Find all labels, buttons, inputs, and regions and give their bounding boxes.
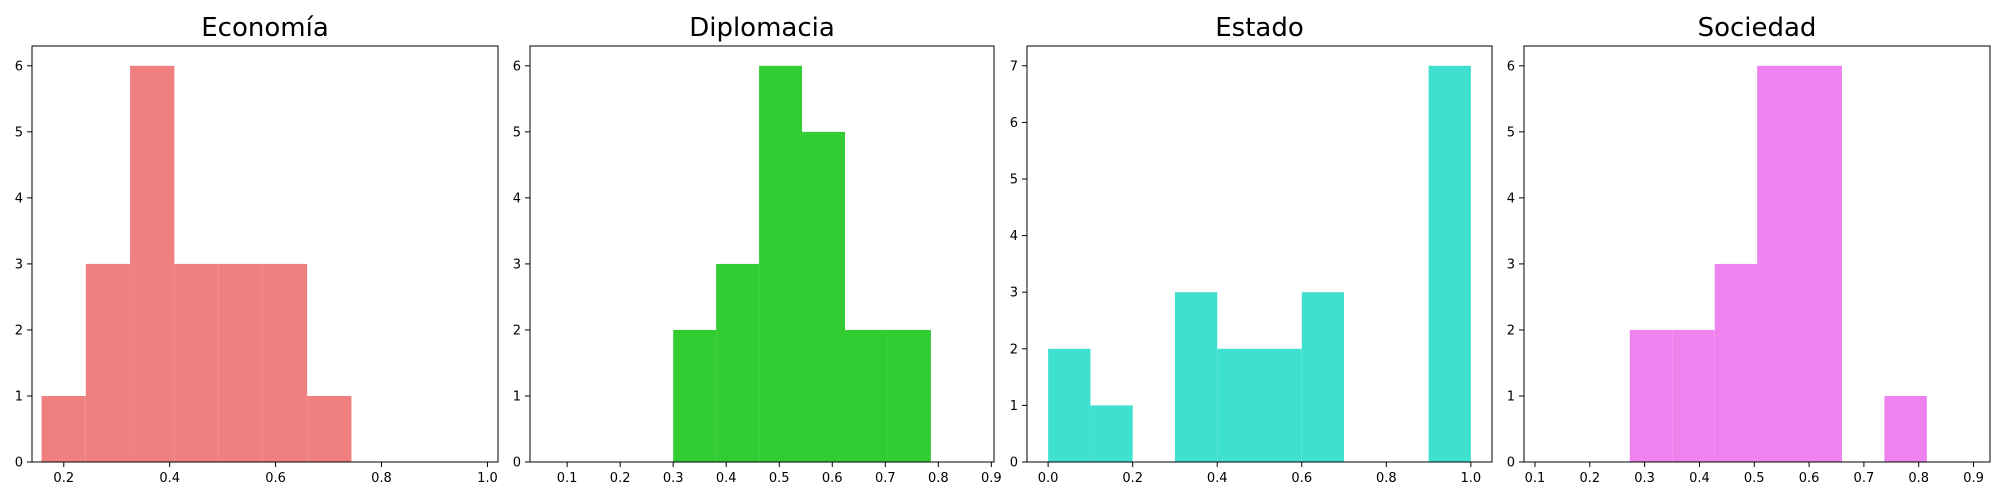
histogram-bar: [1301, 292, 1345, 462]
x-tick-label: 0.2: [1579, 471, 1600, 486]
y-tick-label: 4: [1507, 191, 1515, 206]
y-tick-label: 5: [513, 125, 521, 140]
x-tick-label: 1.0: [1461, 471, 1482, 486]
histogram-bar: [1048, 348, 1091, 462]
axes-frame: [1523, 45, 1991, 463]
x-tick-label: 0.6: [822, 471, 843, 486]
y-tick-label: 1: [1507, 389, 1515, 404]
histogram-bar: [844, 329, 888, 462]
y-tick-label: 0: [1507, 456, 1515, 471]
histogram-panel: 0.1 0.2 0.3 0.4 0.5 0.6 0.7 0.8 0.9 0 1 2 3 4 5 6 Diplom…: [513, 13, 1002, 486]
x-tick-label: 0.6: [1799, 471, 1820, 486]
axes-frame: [31, 45, 499, 463]
x-tick-label: 0.4: [159, 471, 180, 486]
y-tick-label: 6: [513, 59, 521, 74]
x-tick-label: 0.9: [981, 471, 1002, 486]
x-tick-label: 0.6: [265, 471, 286, 486]
x-tick-label: 0.5: [769, 471, 790, 486]
y-tick-label: 5: [1010, 173, 1018, 188]
histogram-bar: [1428, 65, 1471, 463]
y-tick-label: 4: [513, 191, 521, 206]
histogram-bar: [1799, 65, 1842, 463]
chart-title: Sociedad: [1698, 13, 1817, 43]
histogram-bar: [174, 263, 219, 462]
histogram-bar: [307, 395, 352, 462]
y-tick-label: 7: [1010, 59, 1018, 74]
x-tick-label: 0.5: [1744, 471, 1765, 486]
histogram-bar: [716, 263, 760, 462]
histogram-bar: [85, 263, 131, 462]
histogram-panel: 0.1 0.2 0.3 0.4 0.5 0.6 0.7 0.8 0.9 0 1 2 3 4 5 6 Socied…: [1507, 13, 1991, 486]
y-tick-label: 1: [15, 389, 23, 404]
histogram-bar: [1090, 405, 1133, 462]
y-tick-label: 5: [15, 125, 23, 140]
y-tick-label: 0: [15, 456, 23, 471]
histogram-bar: [262, 263, 308, 462]
y-tick-label: 5: [1507, 125, 1515, 140]
histogram-bar: [759, 65, 803, 463]
x-tick-label: 0.2: [53, 471, 74, 486]
histogram-bar: [1259, 348, 1302, 462]
histogram-bar: [1714, 263, 1758, 462]
y-tick-label: 2: [15, 323, 23, 338]
histogram-bar: [887, 329, 931, 462]
y-tick-label: 3: [1507, 257, 1515, 272]
y-tick-label: 2: [513, 323, 521, 338]
x-tick-label: 0.8: [1376, 471, 1397, 486]
x-tick-label: 0.3: [1634, 471, 1655, 486]
y-tick-label: 3: [513, 257, 521, 272]
x-tick-label: 0.8: [928, 471, 949, 486]
chart-title: Economía: [201, 13, 329, 43]
y-tick-label: 6: [1010, 116, 1018, 131]
histogram-bar: [41, 395, 86, 462]
y-tick-label: 2: [1507, 323, 1515, 338]
x-tick-label: 0.4: [716, 471, 737, 486]
chart-title: Estado: [1215, 13, 1304, 43]
x-tick-label: 0.8: [371, 471, 392, 486]
x-tick-label: 0.4: [1689, 471, 1710, 486]
histogram-bar: [1629, 329, 1673, 462]
x-tick-label: 0.2: [1122, 471, 1143, 486]
y-tick-label: 2: [1010, 342, 1018, 357]
y-tick-label: 0: [1010, 456, 1018, 471]
histogram-bar: [673, 329, 717, 462]
histogram-bar: [1217, 348, 1260, 462]
x-tick-label: 0.1: [557, 471, 578, 486]
x-tick-label: 0.7: [875, 471, 896, 486]
histogram-panel: 0.0 0.2 0.4 0.6 0.8 1.0 0 1 2 3 4 5 6 7 Estado: [1010, 13, 1493, 486]
chart-title: Diplomacia: [689, 13, 835, 43]
x-tick-label: 0.7: [1854, 471, 1875, 486]
x-tick-label: 0.9: [1963, 471, 1984, 486]
y-tick-label: 3: [1010, 286, 1018, 301]
axes-frame: [529, 45, 995, 463]
histogram-bar: [1884, 395, 1927, 462]
x-tick-label: 0.6: [1291, 471, 1312, 486]
x-tick-label: 0.2: [610, 471, 631, 486]
x-tick-label: 0.4: [1207, 471, 1228, 486]
y-tick-label: 1: [513, 389, 521, 404]
histogram-bar: [1174, 292, 1218, 462]
y-tick-label: 6: [15, 59, 23, 74]
histogram-bar: [1757, 65, 1800, 463]
histogram-bar: [130, 65, 175, 463]
axes-frame: [1026, 45, 1493, 463]
x-tick-label: 0.0: [1038, 471, 1059, 486]
histogram-bar: [1672, 329, 1715, 462]
x-tick-label: 1.0: [477, 471, 498, 486]
histogram-bar: [802, 131, 845, 463]
y-tick-label: 4: [1010, 229, 1018, 244]
y-tick-label: 3: [15, 257, 23, 272]
x-tick-label: 0.8: [1908, 471, 1929, 486]
histogram-panel: 0.2 0.4 0.6 0.8 1.0 0 1 2 3 4 5 6 Economía: [15, 13, 499, 486]
y-tick-label: 0: [513, 456, 521, 471]
y-tick-label: 4: [15, 191, 23, 206]
histogram-bar: [218, 263, 263, 462]
x-tick-label: 0.1: [1525, 471, 1546, 486]
y-tick-label: 6: [1507, 59, 1515, 74]
x-tick-label: 0.3: [663, 471, 684, 486]
y-tick-label: 1: [1010, 399, 1018, 414]
